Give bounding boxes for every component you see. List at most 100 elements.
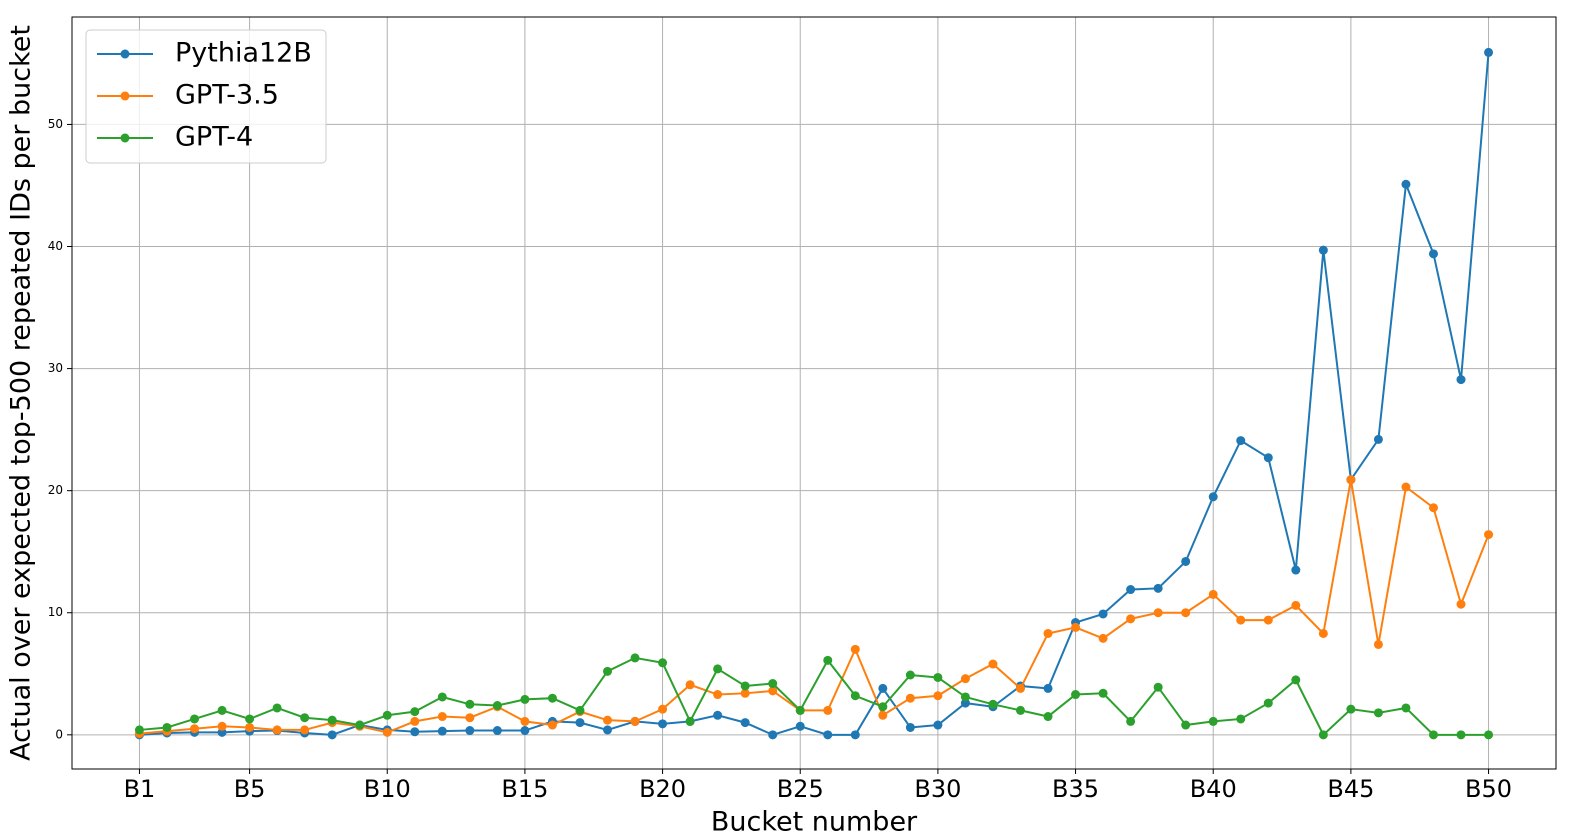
data-point [740,688,750,698]
data-point [1208,492,1218,502]
y-axis-label: Actual over expected top-500 repeated ID… [6,25,37,761]
data-point [327,730,337,740]
data-point [437,712,447,722]
legend-marker [120,49,130,59]
data-point [1098,633,1108,643]
x-axis-label: Bucket number [711,807,918,838]
legend-label: GPT-4 [175,122,253,153]
data-point [465,713,475,723]
data-point [190,724,200,734]
data-point [1318,730,1328,740]
data-point [327,715,337,725]
data-point [492,726,502,736]
data-point [905,722,915,732]
data-point [878,702,888,712]
data-point [547,720,557,730]
data-point [1346,704,1356,714]
legend-box [85,29,327,164]
data-point [850,644,860,654]
data-point [1373,639,1383,649]
data-point [575,705,585,715]
data-point [520,716,530,726]
data-point [960,692,970,702]
data-point [1456,599,1466,609]
data-point [300,713,310,723]
data-point [1484,47,1494,57]
data-point [355,720,365,730]
x-tick-label: B25 [777,775,824,803]
data-point [658,719,668,729]
data-point [245,722,255,732]
data-point [410,716,420,726]
data-point [685,716,695,726]
data-point [162,722,172,732]
x-tick-label: B35 [1052,775,1099,803]
data-point [1291,565,1301,575]
data-point [603,725,613,735]
data-point [960,674,970,684]
data-point [685,680,695,690]
x-tick-label: B40 [1190,775,1237,803]
data-point [1015,705,1025,715]
data-point [134,725,144,735]
data-point [437,726,447,736]
data-point [1401,179,1411,189]
data-point [768,686,778,696]
data-point [410,707,420,717]
data-point [1428,503,1438,513]
y-tick-label: 0 [55,727,63,741]
data-point [300,725,310,735]
data-point [575,718,585,728]
data-point [988,699,998,709]
data-point [1291,675,1301,685]
data-point [1263,698,1273,708]
legend-label: Pythia12B [175,38,312,69]
data-point [823,730,833,740]
data-point [465,699,475,709]
data-point [795,705,805,715]
data-point [465,726,475,736]
data-point [1208,716,1218,726]
data-point [1484,530,1494,540]
data-point [850,691,860,701]
data-point [1098,688,1108,698]
data-point [1484,730,1494,740]
data-point [768,679,778,689]
data-point [1126,585,1136,595]
data-point [1236,714,1246,724]
data-point [1318,245,1328,255]
data-point [603,715,613,725]
data-point [713,690,723,700]
data-point [382,710,392,720]
data-point [382,727,392,737]
data-point [795,721,805,731]
data-point [1401,703,1411,713]
data-point [1071,622,1081,632]
data-point [823,655,833,665]
data-point [217,705,227,715]
y-tick-label: 20 [48,483,63,497]
x-tick-label: B50 [1465,775,1512,803]
data-point [603,666,613,676]
data-point [272,703,282,713]
data-point [1373,708,1383,718]
data-point [245,714,255,724]
data-point [1456,730,1466,740]
data-point [713,664,723,674]
data-point [1043,712,1053,722]
data-point [217,721,227,731]
data-point [740,681,750,691]
data-point [1181,608,1191,618]
data-point [1015,683,1025,693]
data-point [1181,720,1191,730]
data-point [1373,434,1383,444]
data-point [933,720,943,730]
data-point [410,727,420,737]
data-point [1428,249,1438,259]
x-tick-label: B1 [124,775,156,803]
data-point [1181,556,1191,566]
y-tick-label: 50 [48,117,63,131]
data-point [520,694,530,704]
data-point [1236,615,1246,625]
data-point [1291,600,1301,610]
